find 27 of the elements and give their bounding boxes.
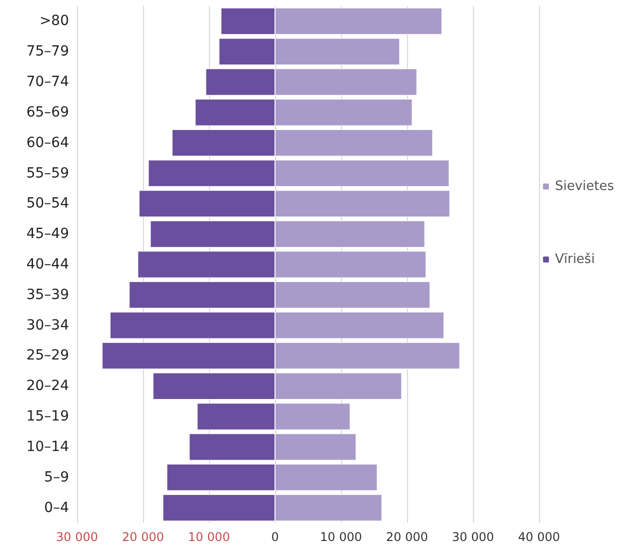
x-tick-label: 40 000 — [518, 530, 560, 544]
x-tick-label: 20 000 — [386, 530, 428, 544]
y-tick-label: 70–74 — [26, 74, 70, 90]
x-tick-label: 0 — [271, 530, 279, 544]
y-tick-label: 40–44 — [26, 256, 70, 272]
x-tick-label: 20 000 — [122, 530, 164, 544]
x-tick-label: 10 000 — [320, 530, 362, 544]
x-tick-label: 30 000 — [56, 530, 98, 544]
y-tick-label: 50–54 — [26, 196, 70, 212]
y-tick-label: 5–9 — [44, 469, 69, 486]
y-tick-label: 30–34 — [26, 317, 70, 334]
y-tick-label: 10–14 — [26, 438, 70, 455]
y-tick-label: >80 — [39, 13, 69, 30]
y-tick-label: 45–49 — [26, 226, 69, 242]
y-tick-label: 0–4 — [44, 500, 70, 516]
legend-label: Sievietes — [554, 179, 614, 194]
y-tick-label: 20–24 — [26, 378, 70, 394]
x-tick-label: 30 000 — [452, 530, 494, 544]
y-tick-label: 55–59 — [26, 165, 69, 182]
y-tick-label: 65–69 — [26, 104, 69, 120]
y-tick-label: 75–79 — [26, 44, 69, 60]
y-tick-label: 35–39 — [26, 286, 69, 303]
legend-label: Vīrieši — [554, 252, 595, 267]
x-tick-label: 10 000 — [188, 530, 230, 544]
y-tick-label: 15–19 — [26, 408, 69, 425]
y-tick-label: 60–64 — [26, 134, 70, 151]
y-tick-label: 25–29 — [26, 348, 69, 364]
